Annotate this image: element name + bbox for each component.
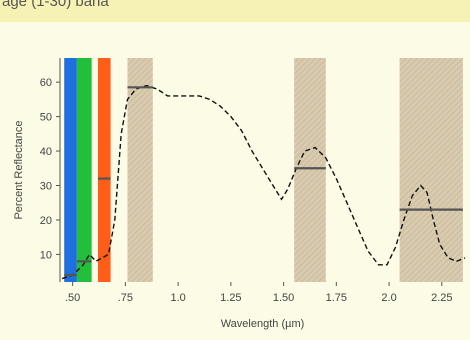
y-tick-label: 30 (40, 181, 52, 193)
header-strip: age (1-30) bana (0, 0, 470, 22)
infrared-band-3 (399, 58, 463, 282)
infrared-band-1 (127, 58, 153, 282)
y-tick-label: 40 (40, 146, 52, 158)
reflectance-curve (61, 84, 466, 280)
x-tick-label: .50 (65, 292, 80, 304)
x-axis-title: Wavelength (µm) (221, 318, 305, 330)
band-mean-markers (64, 86, 463, 277)
x-tick-label: 2.25 (431, 292, 452, 304)
y-tick-label: 60 (40, 77, 52, 89)
x-tick-label: 1.0 (170, 292, 185, 304)
x-tick-label: 1.25 (220, 292, 241, 304)
y-tick-label: 50 (40, 112, 52, 124)
y-tick-label: 20 (40, 215, 52, 227)
band-green (76, 58, 92, 282)
band-red (97, 58, 111, 282)
x-tick-label: .75 (118, 292, 133, 304)
x-tick-label: 1.75 (326, 292, 347, 304)
x-tick-label: 2.0 (381, 292, 396, 304)
infrared-band-2 (294, 58, 326, 282)
band-blue (64, 58, 77, 282)
header-label: age (1-30) bana (2, 0, 109, 10)
tick-marks: 10 20 30 40 50 60 .50 .75 1.0 1.25 1.50 1.75 2.0 2.25 (40, 77, 453, 304)
x-tick-label: 1.50 (273, 292, 294, 304)
spectral-bands (64, 58, 463, 282)
y-tick-label: 10 (40, 249, 52, 261)
y-axis-title: Percent Reflectance (13, 120, 25, 219)
